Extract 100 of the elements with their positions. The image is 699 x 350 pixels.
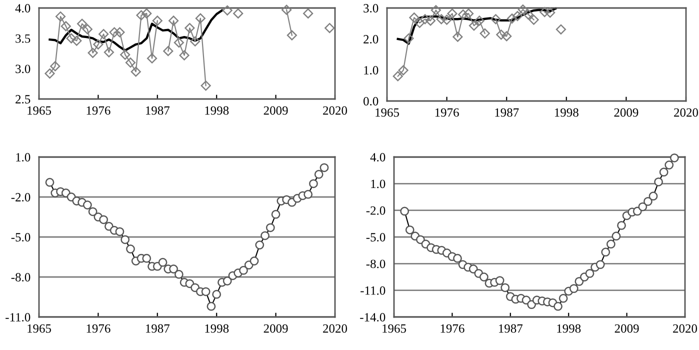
y-tick-label: 1.0: [364, 66, 378, 75]
point: [142, 8, 152, 19]
point: [77, 18, 88, 29]
x-tick-label: 1976: [435, 108, 459, 117]
point: [518, 4, 528, 15]
y-tick-label: 3.0: [16, 64, 30, 74]
point: [512, 11, 523, 22]
y-tick-label: 3.5: [16, 34, 30, 43]
y-tick-label: -11.0: [360, 286, 386, 295]
point: [464, 8, 474, 19]
point: [72, 36, 82, 46]
x-tick-label: 2020: [323, 324, 348, 333]
point: [452, 32, 463, 42]
point: [502, 31, 512, 42]
point: [98, 29, 109, 40]
point: [152, 16, 162, 26]
y-tick-label: -8.0: [366, 260, 386, 268]
x-tick-label: 1987: [146, 106, 170, 115]
point: [425, 16, 436, 26]
point: [474, 16, 484, 26]
point: [233, 8, 244, 19]
point: [146, 53, 158, 64]
x-tick-label: 1965: [28, 324, 52, 333]
x-tick-label: 1998: [557, 324, 581, 333]
x-tick-label: 1987: [499, 324, 523, 333]
y-tick-label: 4.0: [370, 153, 386, 162]
y-tick-label: -14.0: [360, 313, 386, 322]
point: [114, 27, 125, 38]
point: [286, 30, 297, 40]
point: [136, 10, 146, 20]
x-tick-label: 1965: [28, 106, 52, 115]
point: [490, 14, 501, 24]
y-tick-label: 4.0: [15, 4, 30, 13]
point: [545, 8, 556, 18]
x-tick-label: 1976: [86, 106, 110, 115]
point: [120, 50, 130, 60]
point: [324, 22, 335, 34]
point: [104, 47, 114, 58]
point: [414, 18, 425, 28]
x-tick-label: 1998: [555, 108, 578, 117]
x-tick-label: 2009: [614, 324, 639, 333]
point: [447, 8, 458, 19]
y-tick-label: 1.0: [371, 180, 386, 188]
y-tick-label: 2.0: [364, 35, 378, 44]
x-tick-label: 1998: [205, 106, 229, 115]
x-tick-label: 2009: [614, 108, 638, 117]
x-tick-label: 2020: [323, 106, 348, 115]
y-tick-label: -5.0: [11, 233, 30, 242]
point: [468, 20, 480, 31]
point: [303, 8, 314, 19]
x-tick-label: 1987: [495, 108, 519, 117]
x-tick-label: 2009: [264, 106, 288, 115]
y-tick-label: 2.5: [16, 95, 30, 104]
x-tick-label: 1976: [440, 324, 464, 333]
point: [168, 16, 179, 26]
point: [55, 11, 66, 22]
y-tick-label: -2.0: [366, 206, 386, 215]
point: [398, 65, 408, 76]
x-tick-label: 1976: [86, 324, 110, 333]
point: [130, 66, 141, 77]
point: [190, 36, 200, 46]
point: [66, 33, 76, 44]
x-tick-label: 1965: [376, 108, 400, 117]
x-tick-label: 1965: [382, 324, 406, 333]
point: [506, 13, 518, 24]
point: [50, 61, 60, 72]
y-tick-label: 0.0: [364, 97, 378, 106]
y-tick-label: -8.0: [11, 273, 30, 282]
point: [163, 46, 174, 56]
x-tick-label: 1987: [146, 324, 170, 333]
x-tick-label: 2020: [673, 324, 698, 333]
point: [409, 12, 420, 23]
y-tick-label: -11.0: [6, 313, 30, 322]
point: [222, 5, 232, 16]
point: [184, 22, 195, 34]
point: [44, 68, 55, 79]
point: [528, 14, 539, 25]
point: [442, 14, 452, 25]
y-tick-label: -5.0: [366, 233, 386, 242]
y-tick-label: 3.0: [364, 4, 378, 13]
point: [60, 21, 71, 32]
point: [125, 58, 136, 68]
point: [174, 38, 184, 48]
x-tick-label: 2009: [264, 324, 288, 333]
x-tick-label: 2020: [674, 108, 698, 117]
point: [556, 24, 566, 34]
point: [523, 9, 534, 20]
point: [392, 71, 403, 82]
point: [436, 14, 446, 24]
point: [480, 28, 490, 38]
point: [282, 4, 292, 15]
point: [420, 14, 430, 24]
point: [430, 5, 441, 16]
point: [93, 39, 104, 50]
point: [458, 9, 468, 20]
point: [179, 50, 190, 60]
point: [496, 30, 506, 40]
y-tick-label: -2.0: [11, 193, 30, 202]
y-tick-label: 1.0: [16, 153, 30, 162]
point: [195, 13, 206, 24]
